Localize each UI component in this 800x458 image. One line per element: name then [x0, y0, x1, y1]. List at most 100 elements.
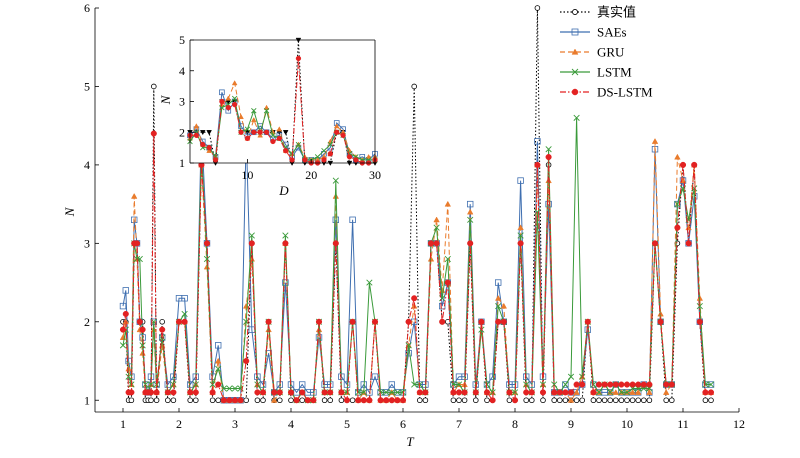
inset-data-point-ds-lstm	[321, 157, 327, 163]
main-data-point-true-value	[422, 397, 429, 404]
main-x-tick-label: 8	[512, 417, 518, 431]
main-data-point-gru	[214, 357, 222, 364]
inset-data-point-gru	[193, 123, 200, 129]
main-data-point-gru	[634, 389, 642, 395]
main-data-point-true-value	[618, 397, 625, 404]
main-data-point-ds-lstm	[433, 240, 440, 247]
inset-data-point-lstm	[295, 141, 302, 148]
main-data-point-saes	[119, 302, 127, 310]
main-data-point-ds-lstm	[657, 318, 664, 325]
main-series-line-true-value	[123, 7, 711, 401]
main-data-point-true-value	[646, 397, 653, 404]
main-data-point-lstm	[551, 381, 558, 388]
inset-data-point-lstm	[231, 95, 238, 102]
inset-data-point-ds-lstm	[340, 132, 346, 138]
main-data-point-ds-lstm	[332, 240, 339, 247]
main-data-point-gru	[433, 216, 440, 223]
main-data-point-true-value	[209, 397, 216, 404]
inset-y-tick-label: 1	[179, 156, 185, 170]
main-data-point-true-value	[596, 397, 602, 404]
main-y-tick-label: 2	[84, 315, 90, 329]
inset-data-point-ds-lstm	[212, 157, 219, 163]
main-data-point-ds-lstm	[422, 389, 429, 396]
main-data-point-saes	[438, 302, 446, 310]
legend-item-ds-lstm: DS-LSTM	[560, 85, 653, 100]
main-data-point-true-value	[128, 397, 135, 404]
main-data-point-ds-lstm	[265, 318, 272, 325]
main-data-point-true-value	[484, 397, 490, 404]
main-x-tick-label: 6	[400, 417, 406, 431]
main-data-point-ds-lstm	[133, 240, 141, 247]
main-data-point-ds-lstm	[696, 318, 703, 325]
main-data-point-ds-lstm	[343, 397, 351, 404]
main-data-point-ds-lstm	[455, 389, 463, 396]
main-data-point-lstm	[215, 365, 222, 372]
main-y-tick-label: 1	[84, 393, 90, 407]
main-data-point-ds-lstm	[310, 397, 317, 404]
inset-x-tick-label: 10	[241, 168, 253, 182]
main-data-point-lstm	[607, 389, 614, 396]
inset-data-point-gru	[333, 123, 340, 129]
main-data-point-ds-lstm	[651, 240, 659, 247]
main-data-point-ds-lstm	[478, 318, 485, 325]
main-data-point-lstm	[618, 389, 625, 396]
main-data-point-lstm	[139, 342, 146, 349]
main-data-point-saes	[298, 381, 306, 388]
main-x-tick-label: 4	[288, 417, 294, 431]
main-data-point-ds-lstm	[153, 389, 160, 396]
inset-data-point-lstm	[270, 132, 276, 139]
inset-data-point-ds-lstm	[289, 157, 295, 163]
main-data-point-ds-lstm	[461, 389, 468, 396]
main-data-point-lstm	[377, 389, 384, 396]
inset-x-tick-label: 20	[305, 168, 317, 182]
main-data-point-saes	[332, 216, 339, 224]
main-data-point-saes	[466, 200, 474, 208]
main-data-point-ds-lstm	[175, 318, 183, 325]
main-data-point-gru	[646, 389, 653, 395]
main-data-point-lstm	[226, 385, 233, 392]
inset-data-point-ds-lstm	[346, 154, 353, 160]
inset-data-point-saes	[257, 123, 263, 129]
main-data-point-ds-lstm	[209, 389, 216, 396]
main-data-point-lstm	[444, 255, 451, 263]
main-data-point-ds-lstm	[495, 318, 502, 325]
main-x-axis-label: T	[406, 434, 414, 449]
main-data-point-ds-lstm	[139, 326, 146, 333]
main-data-point-lstm	[282, 232, 289, 239]
inset-data-point-ds-lstm	[193, 132, 200, 138]
main-data-point-true-value	[601, 397, 608, 404]
main-data-point-lstm	[159, 334, 166, 341]
main-data-point-lstm	[595, 389, 603, 396]
main-data-point-ds-lstm	[511, 397, 519, 404]
main-data-point-ds-lstm	[439, 318, 446, 325]
inset-data-point-saes	[219, 89, 225, 96]
main-data-point-true-value	[288, 397, 294, 404]
main-data-point-ds-lstm	[416, 389, 423, 396]
main-data-point-ds-lstm	[122, 310, 129, 317]
main-data-point-ds-lstm	[304, 397, 311, 404]
main-data-point-lstm	[567, 373, 575, 380]
inset-data-point-ds-lstm	[283, 148, 289, 154]
main-y-tick-label: 6	[84, 1, 90, 15]
main-data-point-true-value	[562, 397, 569, 404]
main-data-point-gru	[651, 138, 659, 144]
inset-series-line-lstm	[189, 97, 375, 161]
main-data-point-lstm	[483, 381, 491, 388]
main-data-point-true-value	[702, 397, 709, 404]
main-data-point-true-value	[411, 83, 417, 90]
main-data-point-gru	[427, 255, 435, 262]
main-data-point-saes	[534, 138, 541, 145]
main-data-point-lstm	[388, 389, 395, 396]
main-data-point-ds-lstm	[623, 381, 631, 388]
main-data-point-true-value	[417, 397, 423, 404]
main-data-point-gru	[662, 389, 670, 395]
inset-data-point-ds-lstm	[327, 151, 333, 157]
main-data-point-ds-lstm	[679, 161, 687, 168]
inset-data-point-gru	[238, 113, 244, 120]
main-data-point-true-value	[148, 397, 154, 404]
main-x-tick-label: 2	[176, 417, 182, 431]
main-data-point-true-value	[165, 397, 171, 404]
main-data-point-gru	[444, 200, 452, 207]
